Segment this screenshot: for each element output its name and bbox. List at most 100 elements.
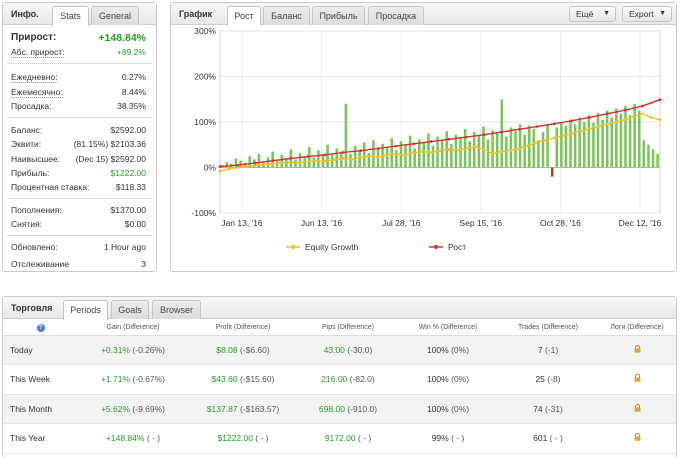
tab-goals[interactable]: Goals (111, 300, 149, 319)
series-point (570, 119, 574, 122)
series-point (473, 145, 477, 149)
bar (280, 154, 284, 168)
profit-row: Прибыль: $1222.00 (11, 168, 146, 180)
series-point (500, 130, 503, 134)
trades-cell: 7 (-1) (498, 335, 598, 365)
value: $137.87 (206, 403, 238, 414)
bar (569, 119, 572, 168)
interest-row: Процентная ставка: $118.33 (11, 182, 146, 194)
lock-icon[interactable] (634, 403, 641, 412)
pips-cell: 43.00 (-30.0) (298, 335, 398, 365)
bar (450, 143, 453, 168)
bar (418, 139, 421, 168)
difference: (0%) (451, 374, 470, 385)
difference: (-0.26%) (132, 344, 166, 355)
abs-gain-label[interactable]: Абс. прирост: (11, 47, 65, 58)
difference: (-$6.60) (239, 344, 270, 355)
tab-periods[interactable]: Periods (63, 300, 108, 320)
bar (592, 122, 595, 168)
difference: ( - ) (549, 433, 563, 444)
export-label: Export (629, 9, 654, 19)
more-dropdown[interactable]: Ещё ▼ (569, 6, 616, 22)
lock-icon[interactable] (634, 374, 641, 382)
lock-icon[interactable] (634, 433, 641, 441)
legend-label[interactable]: Рост (448, 242, 466, 252)
value: +148.84% (105, 433, 145, 444)
gain-label: Прирост: (11, 32, 57, 43)
series-point (218, 165, 222, 168)
value: 698.00 (318, 403, 345, 414)
bar (363, 142, 366, 168)
help-icon[interactable]: ? (3, 321, 78, 336)
tab-profit[interactable]: Прибыль (312, 6, 365, 25)
table-row: This Week +1.71% (-0.67%) $43.60 (-$15.60)… (3, 364, 676, 395)
series-point (333, 158, 336, 162)
series-point (588, 127, 591, 131)
y-tick-label: -100% (191, 208, 216, 218)
export-dropdown[interactable]: Export ▼ (622, 6, 672, 22)
series-point (570, 132, 574, 135)
series-point (359, 149, 363, 152)
bar (601, 119, 604, 168)
value: +0.31% (100, 344, 131, 355)
series-point (324, 153, 327, 157)
bar (353, 145, 357, 168)
highest-row: Наивысшее: (Dec 15) $2592.00 (11, 154, 146, 166)
difference: (-8) (547, 374, 561, 385)
x-tick-label: Sep 15, '16 (459, 218, 502, 228)
series-point (526, 144, 530, 147)
series-point (377, 147, 380, 150)
series-point (632, 115, 635, 118)
series-point (315, 159, 319, 162)
gain-cell: +0.31% (-0.26%) (78, 335, 188, 365)
win-cell: 99% ( - ) (398, 423, 498, 454)
bar (610, 117, 614, 168)
difference: (0%) (451, 344, 470, 355)
series-point (289, 160, 292, 164)
bar (564, 125, 568, 168)
series-point (509, 148, 512, 152)
daily-label[interactable]: Ежедневно: (11, 72, 58, 83)
series-point (350, 158, 354, 161)
graph-panel: График Рост Баланс Прибыль Просадка Ещё … (170, 2, 677, 272)
bar (358, 150, 361, 168)
tab-browser[interactable]: Browser (152, 300, 201, 319)
series-point (341, 151, 345, 154)
bar (454, 134, 458, 168)
balance-value: $2592.00 (110, 125, 146, 135)
bar (395, 150, 398, 168)
series-point (623, 108, 627, 112)
graph-panel-header: График Рост Баланс Прибыль Просадка Ещё … (171, 3, 676, 26)
tab-balance[interactable]: Баланс (263, 6, 310, 25)
x-tick-label: Jan 13, '16 (221, 218, 263, 228)
legend-marker (291, 245, 295, 249)
tab-stats[interactable]: Stats (52, 6, 89, 26)
chevron-down-icon: ▼ (603, 10, 610, 17)
series-point (597, 125, 600, 128)
more-label: Ещё (576, 9, 594, 19)
bar (390, 137, 394, 168)
legend-label[interactable]: Equity Growth (305, 242, 359, 252)
tab-drawdown[interactable]: Просадка (368, 6, 424, 25)
series-point (544, 138, 547, 142)
monthly-label[interactable]: Ежемесячно: (11, 87, 63, 98)
difference: ( - ) (146, 433, 161, 444)
difference: (-9.69%) (132, 403, 166, 414)
series-point (658, 118, 662, 122)
column-header: Gain (Difference) (78, 321, 188, 336)
tab-general[interactable]: General (91, 6, 139, 25)
bar (596, 112, 600, 168)
series-point (218, 169, 222, 173)
bar (427, 133, 430, 168)
difference: (-910.0) (347, 403, 378, 414)
tab-growth[interactable]: Рост (227, 6, 261, 26)
series-point (482, 148, 486, 151)
series-point (289, 157, 292, 160)
bar (633, 103, 636, 168)
growth-chart[interactable]: 300% 200% 100% 0% -100% Jan 13, '16 Jun 13, '1… (171, 25, 676, 271)
updated-value: 1 Hour ago (103, 242, 146, 252)
series-point (271, 162, 275, 166)
pips-cell: 698.00 (-910.0) (298, 394, 398, 424)
lock-icon[interactable] (634, 344, 641, 353)
bar (628, 115, 632, 168)
